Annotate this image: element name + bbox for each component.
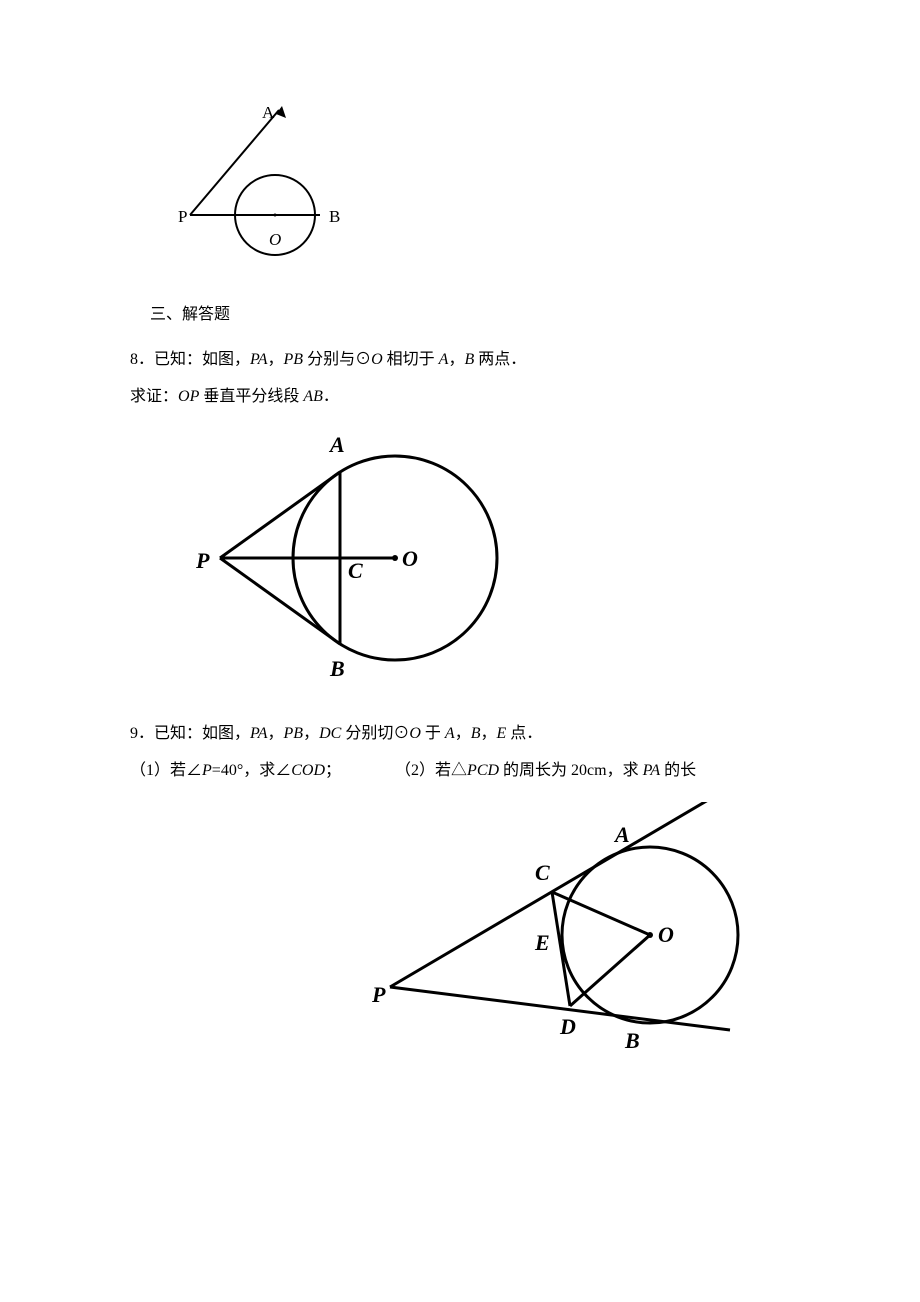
p8-o: O [371,351,383,368]
p9-prefix: 9．已知：如图， [130,725,250,742]
figure-pbo-svg: A P B O [150,100,360,280]
label-p: P [178,207,187,226]
p8-prefix: 8．已知：如图， [130,351,250,368]
p9-sep2: ， [303,725,319,742]
problem-8-line1: 8．已知：如图，PA，PB 分别与⊙O 相切于 A，B 两点． [130,344,790,376]
p9-dc: DC [319,725,341,742]
arrow-a [276,106,286,118]
p9-o: O [409,725,421,742]
p9-sep4: ， [480,725,496,742]
p9-mid2: 于 [421,725,445,742]
p8-sep2: ， [448,351,464,368]
line-od [570,935,650,1006]
label-p-2: P [195,548,210,573]
p9-pb: PB [284,725,304,742]
p9-mid1: 分别切⊙ [341,725,409,742]
label-b: B [329,207,340,226]
label-o: O [269,230,281,249]
figure-pcedbao-container: P A B C D E O [130,802,790,1077]
p9-e: E [497,725,507,742]
label-a-2: A [328,432,345,457]
p9-part2-end: 的长 [660,762,696,779]
p9-part2-mid: 的周长为 20cm，求 [499,762,643,779]
label-c-2: C [348,558,363,583]
label-b-2: B [329,656,345,681]
p9-part2-prefix: （2）若△ [395,762,467,779]
line-oc [552,892,650,935]
label-a-3: A [613,822,630,847]
section-title: 三、解答题 [150,300,790,324]
problem-9-line2: （1）若∠P=40°，求∠COD； （2）若△PCD 的周长为 20cm，求 P… [130,755,790,787]
line-pb-2 [220,558,340,644]
p9-part2: （2）若△PCD 的周长为 20cm，求 PA 的长 [395,755,696,787]
p9-part1-mid: =40°，求∠ [212,762,291,779]
p9-sep3: ， [455,725,471,742]
label-e-3: E [534,930,550,955]
label-o-2: O [402,546,418,571]
p8-a: A [439,351,449,368]
p8-pb: PB [284,351,304,368]
p8-b: B [464,351,474,368]
p8-op: OP [178,388,199,405]
p9-pa: PA [250,725,267,742]
p9-part1-end: ； [325,762,341,779]
p8-mid1: 分别与⊙ [303,351,371,368]
label-c-3: C [535,860,550,885]
problem-8-line2: 求证：OP 垂直平分线段 AB． [130,381,790,413]
problem-9: 9．已知：如图，PA，PB，DC 分别切⊙O 于 A，B，E 点． （1）若∠P… [130,718,790,787]
label-d-3: D [559,1014,576,1039]
p9-p: P [202,762,212,779]
label-p-3: P [371,982,386,1007]
figure-pcedbao-svg: P A B C D E O [360,802,750,1072]
p8-ab: AB [303,388,323,405]
label-a: A [262,103,275,122]
p8-mid2: 相切于 [383,351,439,368]
figure-pbo: A P B O [150,100,790,280]
line-pa-2 [220,472,340,558]
line-pa [190,110,279,215]
figure-pacob-container: P A B C O [190,428,790,688]
p9-pcd: PCD [467,762,499,779]
label-o-3: O [658,922,674,947]
problem-9-line1: 9．已知：如图，PA，PB，DC 分别切⊙O 于 A，B，E 点． [130,718,790,750]
p8-end2: ． [323,388,339,405]
p8-line2-prefix: 求证： [130,388,178,405]
p9-part1: （1）若∠P=40°，求∠COD； [130,755,341,787]
p9-sep1: ， [268,725,284,742]
p9-cod: COD [291,762,325,779]
problem-8: 8．已知：如图，PA，PB 分别与⊙O 相切于 A，B 两点． 求证：OP 垂直… [130,344,790,413]
p9-pa2: PA [643,762,660,779]
p8-sep1: ， [268,351,284,368]
p9-part1-prefix: （1）若∠ [130,762,202,779]
label-b-3: B [624,1028,640,1053]
p8-pa: PA [250,351,267,368]
section-title-text: 三、解答题 [150,306,230,323]
p8-mid3: 垂直平分线段 [199,388,303,405]
p9-a: A [445,725,455,742]
p8-end1: 两点． [474,351,526,368]
p9-end1: 点． [506,725,542,742]
figure-pacob-svg: P A B C O [190,428,510,688]
